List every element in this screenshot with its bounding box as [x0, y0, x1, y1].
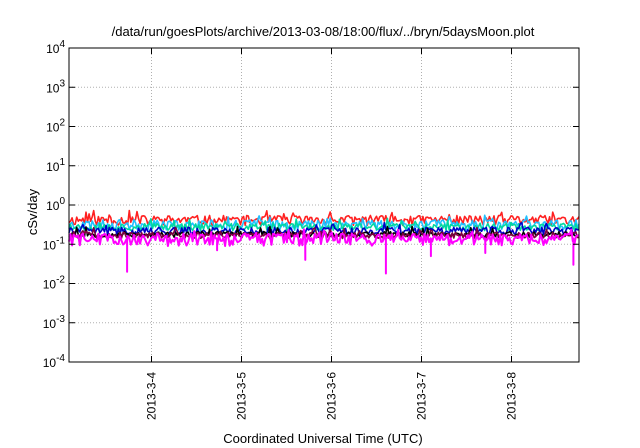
x-tick-label: 2013-3-8 — [505, 372, 519, 420]
x-tick-label: 2013-3-4 — [145, 372, 159, 420]
y-tick-label: 10-4 — [43, 353, 66, 370]
x-tick-label: 2013-3-7 — [415, 372, 429, 420]
y-tick-label: 101 — [46, 157, 65, 174]
x-tick-label: 2013-3-5 — [235, 372, 249, 420]
y-tick-label: 104 — [46, 39, 65, 56]
y-tick-label: 10-1 — [43, 235, 66, 252]
series-layer — [68, 209, 580, 275]
y-tick-label: 100 — [46, 196, 65, 213]
x-tick-label: 2013-3-6 — [325, 372, 339, 420]
y-ticks: 10-4 10-3 10-2 10-1 100 101 102 103 104 — [43, 39, 579, 370]
x-ticks: 2013-3-4 2013-3-5 2013-3-6 2013-3-7 2013-3-8 — [145, 48, 519, 420]
y-tick-label: 102 — [46, 118, 65, 135]
y-tick-label: 103 — [46, 78, 65, 95]
chart-title: /data/run/goesPlots/archive/2013-03-08/1… — [112, 24, 535, 39]
grid — [69, 47, 579, 363]
y-tick-label: 10-3 — [43, 314, 66, 331]
y-tick-label: 10-2 — [43, 275, 66, 292]
y-axis-label: cSv/day — [25, 188, 40, 235]
series-line — [68, 228, 580, 275]
x-axis-label: Coordinated Universal Time (UTC) — [223, 431, 422, 446]
series-line — [68, 214, 580, 232]
